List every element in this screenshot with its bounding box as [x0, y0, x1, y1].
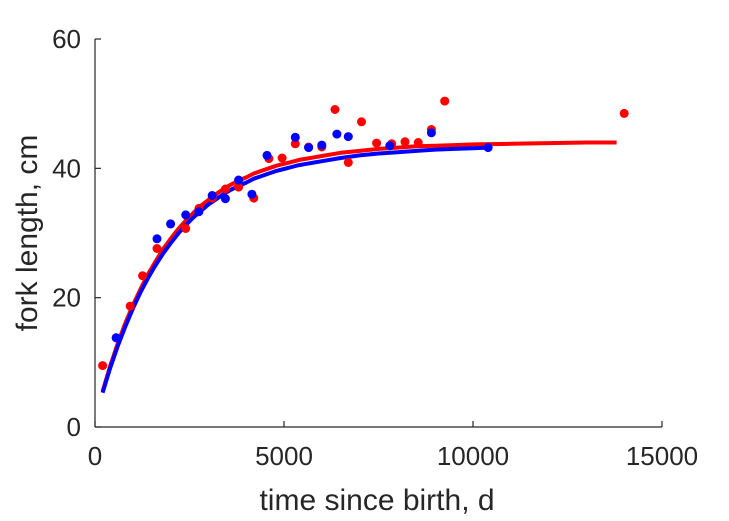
blue-data-point	[426, 128, 436, 138]
red-data-point	[357, 117, 366, 127]
blue-data-point	[207, 191, 217, 200]
blue-data-point	[317, 140, 327, 150]
red-data-point	[372, 138, 382, 148]
blue-data-point	[166, 219, 176, 229]
y-tick-label: 60	[52, 24, 81, 54]
red-data-point	[619, 108, 629, 118]
red-data-point	[290, 139, 300, 149]
red-data-point	[98, 361, 108, 371]
red-data-point	[330, 105, 340, 114]
plot-area	[98, 96, 629, 394]
red-data-point	[138, 271, 148, 281]
red-data-point	[343, 158, 353, 167]
red-data-point	[440, 96, 450, 106]
blue-data-point	[220, 194, 230, 204]
blue-data-point	[385, 141, 395, 151]
blue-fit-curve	[100, 145, 489, 394]
red-data-point	[413, 138, 423, 147]
y-tick-label: 40	[52, 153, 81, 183]
blue-data-point	[181, 210, 191, 220]
red-data-point	[220, 184, 230, 194]
red-data-point	[277, 153, 287, 163]
blue-data-point	[194, 207, 204, 217]
axes	[94, 39, 662, 428]
x-tick-label: 5000	[255, 441, 313, 471]
blue-data-point	[111, 333, 121, 343]
blue-data-point	[343, 132, 353, 142]
blue-data-point	[247, 189, 257, 199]
x-tick-label: 10000	[437, 441, 509, 471]
red-data-point	[125, 301, 135, 311]
x-tick-label: 0	[88, 441, 102, 471]
red-data-point	[152, 244, 162, 253]
x-tick-label: 15000	[626, 441, 698, 471]
blue-data-point	[262, 150, 272, 160]
x-axis-label: time since birth, d	[259, 484, 494, 517]
ticks: 0 5000 10000 15000 0 20 40 60	[52, 24, 698, 471]
blue-data-point	[332, 129, 342, 139]
blue-data-point	[234, 175, 244, 185]
blue-data-point	[290, 132, 300, 142]
blue-data-point	[483, 143, 493, 153]
y-axis-label: fork length, cm	[11, 135, 44, 332]
red-data-point	[234, 182, 244, 192]
blue-data-point	[304, 143, 314, 153]
blue-data-point	[152, 234, 162, 244]
red-data-point	[181, 224, 191, 233]
y-tick-label: 0	[67, 412, 81, 442]
red-fit-curve	[100, 140, 617, 392]
red-data-point	[400, 137, 410, 147]
y-tick-label: 20	[52, 283, 81, 313]
